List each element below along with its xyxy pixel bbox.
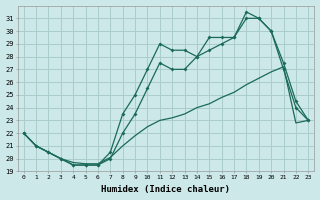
X-axis label: Humidex (Indice chaleur): Humidex (Indice chaleur) [101,185,230,194]
